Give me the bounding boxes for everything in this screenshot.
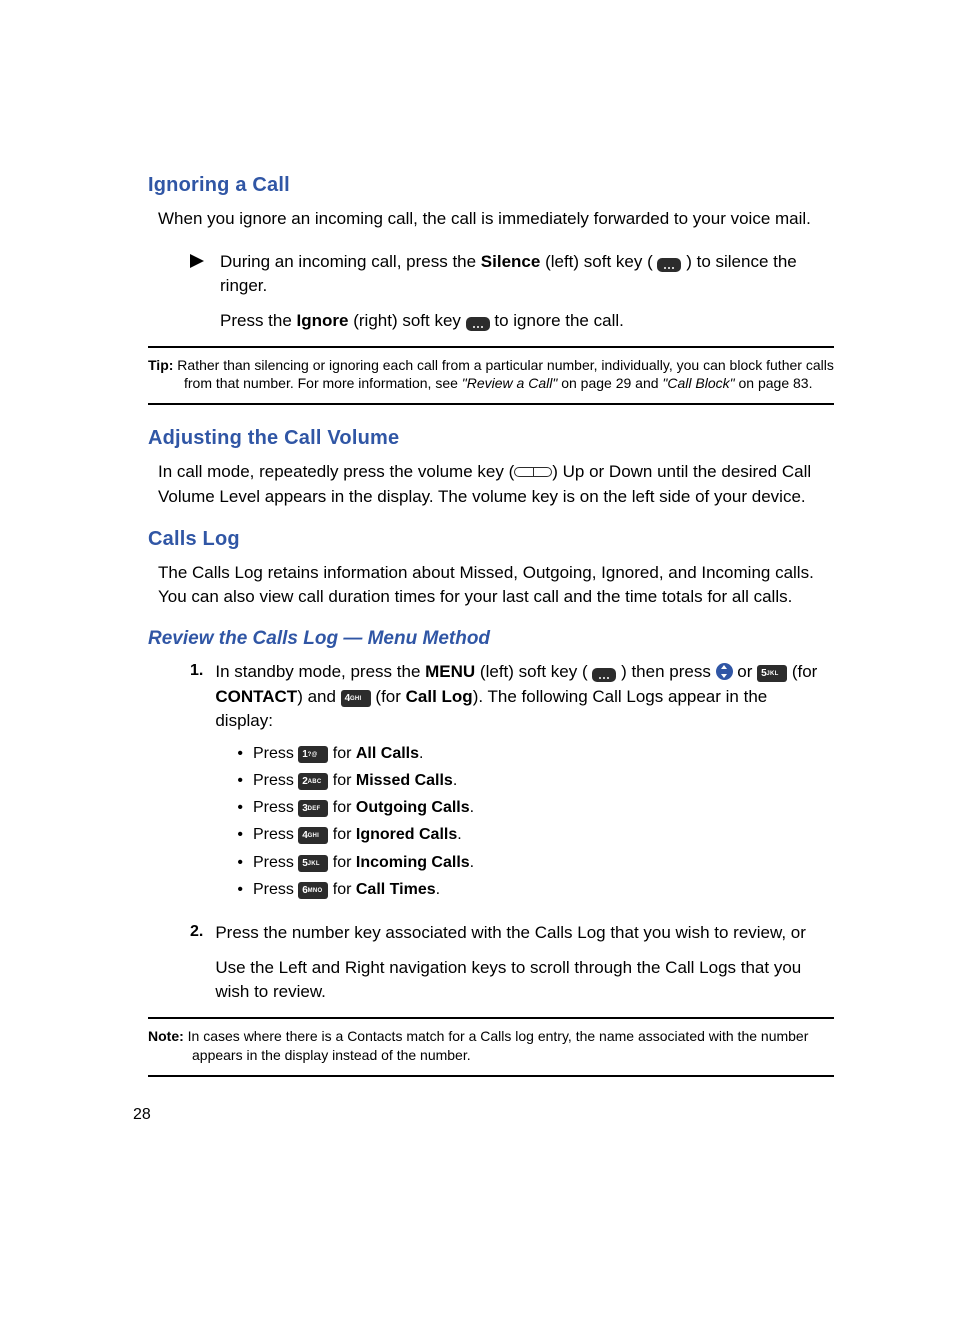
bullet-ignored-calls: Press 4GHI for Ignored Calls. [237, 821, 824, 848]
key-4-icon-b: 4GHI [298, 827, 328, 844]
call-log-options: Press 1?@ for All Calls. Press 2ABC for … [237, 740, 824, 903]
heading-ignoring-a-call: Ignoring a Call [148, 174, 834, 197]
step-2-number: 2. [190, 921, 203, 941]
step-b-2: (right) soft key [349, 311, 466, 330]
note-block: Note: In cases where there is a Contacts… [148, 1017, 834, 1077]
tip-label: Tip: [148, 357, 173, 373]
key-3-icon: 3DEF [298, 800, 328, 817]
subheading-review-calls-log: Review the Calls Log — Menu Method [148, 628, 834, 650]
step-1-number: 1. [190, 660, 203, 680]
s1-d: or [733, 662, 758, 681]
left-softkey-icon [657, 258, 681, 272]
key-5-icon-b: 5JKL [298, 855, 328, 872]
key-2-icon: 2ABC [298, 773, 328, 790]
step-1: 1. In standby mode, press the MENU (left… [190, 660, 824, 911]
key-6-icon: 6MNO [298, 882, 328, 899]
volume-text: In call mode, repeatedly press the volum… [158, 460, 824, 509]
contact-bold: CONTACT [215, 687, 297, 706]
calls-log-steps: 1. In standby mode, press the MENU (left… [190, 660, 824, 1005]
ignoring-step-text: During an incoming call, press the Silen… [220, 250, 824, 334]
volume-key-icon [514, 467, 552, 477]
note-text: In cases where there is a Contacts match… [184, 1028, 809, 1063]
ignoring-intro: When you ignore an incoming call, the ca… [158, 207, 824, 232]
calls-log-intro: The Calls Log retains information about … [158, 561, 824, 610]
step-b-3: to ignore the call. [494, 311, 623, 330]
s1-g: (for [375, 687, 405, 706]
key-4-icon: 4GHI [341, 690, 371, 707]
tip-text-c: on page 83. [735, 375, 813, 391]
s1-c: ) then press [616, 662, 715, 681]
tip-text-b: on page 29 and [557, 375, 662, 391]
s2-b: Use the Left and Right navigation keys t… [215, 956, 824, 1005]
silence-label: Silence [481, 252, 541, 271]
right-softkey-icon [466, 317, 490, 331]
calllog-bold: Call Log [406, 687, 473, 706]
left-softkey-icon-2 [592, 668, 616, 682]
bullet-outgoing-calls: Press 3DEF for Outgoing Calls. [237, 794, 824, 821]
heading-calls-log: Calls Log [148, 528, 834, 551]
s1-b: (left) soft key ( [475, 662, 592, 681]
heading-adjusting-volume: Adjusting the Call Volume [148, 427, 834, 450]
ignore-label: Ignore [297, 311, 349, 330]
bullet-all-calls: Press 1?@ for All Calls. [237, 740, 824, 767]
volume-a: In call mode, repeatedly press the volum… [158, 462, 514, 481]
page-number: 28 [133, 1106, 151, 1124]
menu-bold: MENU [425, 662, 475, 681]
triangle-bullet-icon [190, 254, 206, 268]
manual-page: Ignoring a Call When you ignore an incom… [0, 0, 954, 1319]
bullet-call-times: Press 6MNO for Call Times. [237, 876, 824, 903]
bullet-missed-calls: Press 2ABC for Missed Calls. [237, 767, 824, 794]
nav-key-icon [716, 663, 733, 680]
key-5-icon: 5JKL [757, 665, 787, 682]
key-1-icon: 1?@ [298, 746, 328, 763]
s1-f: ) and [297, 687, 340, 706]
step-a-1: During an incoming call, press the [220, 252, 481, 271]
step-2: 2. Press the number key associated with … [190, 921, 824, 1005]
s1-a: In standby mode, press the [215, 662, 425, 681]
ignoring-steps: During an incoming call, press the Silen… [190, 250, 824, 334]
s1-e: (for [787, 662, 817, 681]
tip-ref-review-a-call: "Review a Call" [462, 375, 558, 391]
step-b-1: Press the [220, 311, 297, 330]
bullet-incoming-calls: Press 5JKL for Incoming Calls. [237, 849, 824, 876]
s2-a: Press the number key associated with the… [215, 923, 806, 942]
step-a-2: (left) soft key ( [540, 252, 657, 271]
tip-block: Tip: Rather than silencing or ignoring e… [148, 346, 834, 406]
tip-ref-call-block: "Call Block" [662, 375, 734, 391]
note-label: Note: [148, 1028, 184, 1044]
